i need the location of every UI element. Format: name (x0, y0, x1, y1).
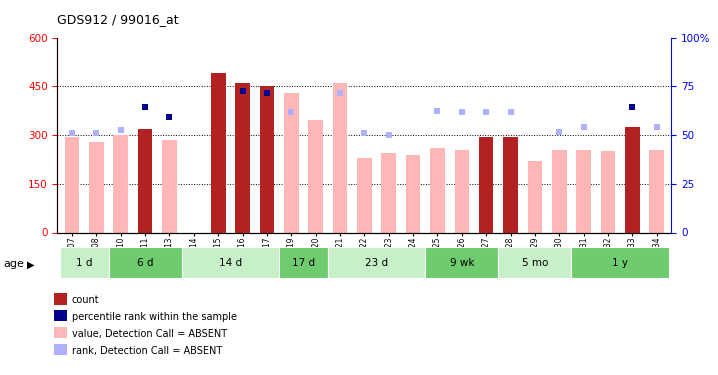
Bar (113, 135, 128, 232)
Text: percentile rank within the sample: percentile rank within the sample (72, 312, 237, 322)
Bar (308, 120, 323, 232)
Text: 1 d: 1 d (76, 258, 93, 267)
Text: ▶: ▶ (27, 260, 34, 269)
Bar (279, 248, 328, 278)
Bar (625, 127, 640, 232)
Text: 17 d: 17 d (292, 258, 315, 267)
Bar (649, 150, 664, 232)
Bar (498, 248, 572, 278)
Text: count: count (72, 295, 99, 305)
Text: 23 d: 23 d (365, 258, 388, 267)
Bar (162, 140, 177, 232)
Bar (381, 153, 396, 232)
Bar (425, 248, 498, 278)
Bar (328, 248, 425, 278)
Bar (60, 248, 108, 278)
Text: 14 d: 14 d (219, 258, 242, 267)
Bar (577, 150, 591, 232)
Bar (430, 148, 444, 232)
Bar (454, 150, 469, 232)
Bar (182, 248, 279, 278)
Bar (284, 93, 299, 232)
Bar (89, 141, 103, 232)
Bar (65, 136, 80, 232)
Bar (332, 83, 348, 232)
Text: value, Detection Call = ABSENT: value, Detection Call = ABSENT (72, 329, 227, 339)
Bar (236, 83, 250, 232)
Bar (479, 136, 493, 232)
Bar (503, 136, 518, 232)
Text: 6 d: 6 d (137, 258, 154, 267)
Text: age: age (4, 260, 24, 269)
Bar (601, 151, 615, 232)
Bar (108, 248, 182, 278)
Text: rank, Detection Call = ABSENT: rank, Detection Call = ABSENT (72, 346, 222, 355)
Bar (528, 161, 542, 232)
Bar (357, 158, 372, 232)
Bar (260, 86, 274, 232)
Bar (138, 129, 152, 232)
Text: GDS912 / 99016_at: GDS912 / 99016_at (57, 13, 179, 26)
Bar (406, 154, 421, 232)
Text: 9 wk: 9 wk (449, 258, 474, 267)
Bar (211, 73, 225, 232)
Text: 1 y: 1 y (612, 258, 628, 267)
Text: 5 mo: 5 mo (522, 258, 548, 267)
Bar (552, 150, 567, 232)
Bar (572, 248, 669, 278)
